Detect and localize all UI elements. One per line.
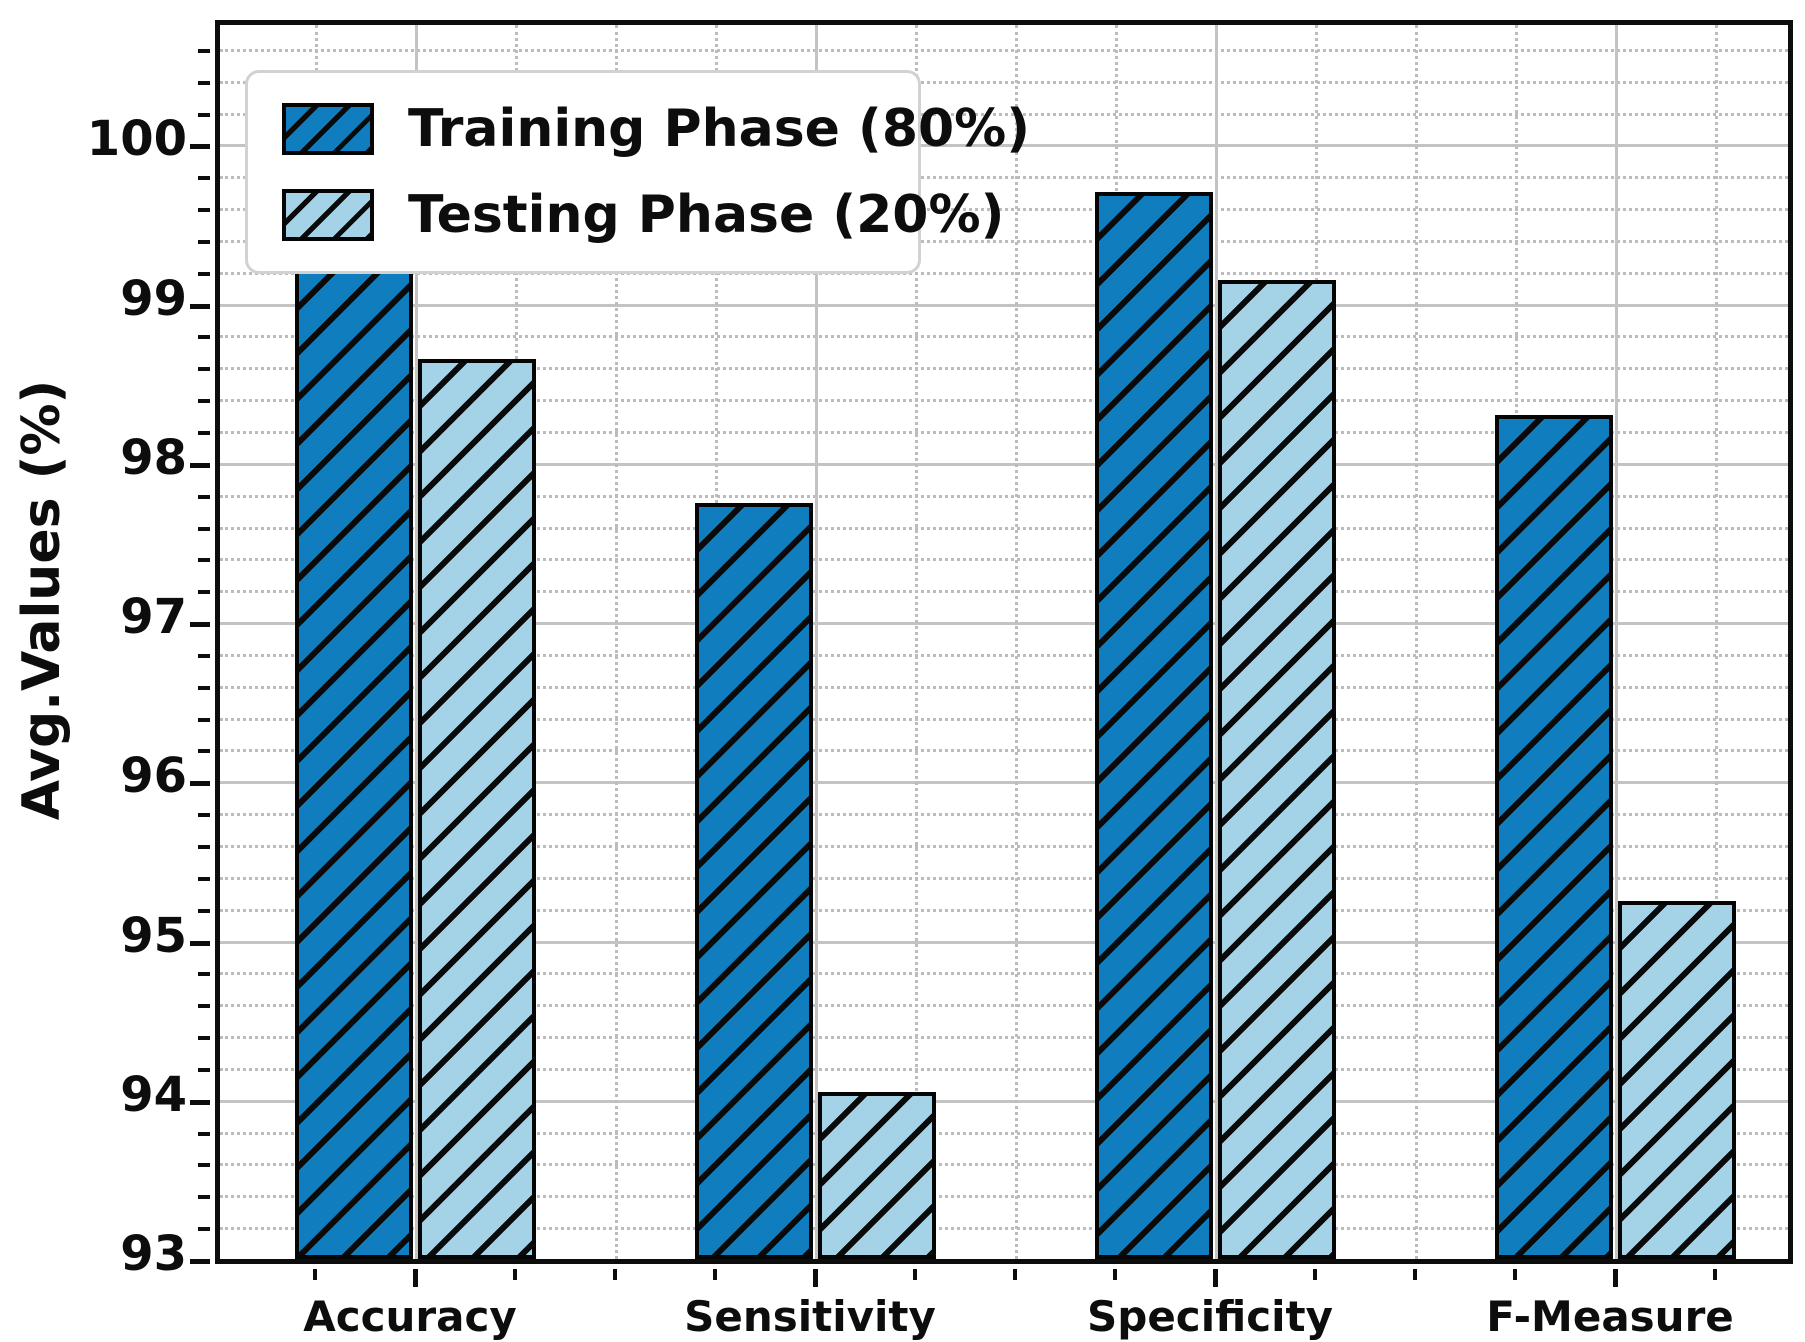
- y-minor-tick: [198, 972, 210, 977]
- y-minor-tick: [198, 845, 210, 849]
- y-tick-label: 93: [120, 1226, 187, 1282]
- legend-item-testing: Testing Phase (20%): [282, 189, 1004, 241]
- y-minor-tick: [198, 367, 210, 372]
- x-minor-tick: [1413, 1269, 1417, 1280]
- y-minor-tick: [198, 399, 210, 404]
- y-minor-tick: [198, 1131, 210, 1136]
- y-minor-tick: [198, 80, 210, 85]
- y-minor-tick: [198, 335, 210, 340]
- y-tick-label: 95: [120, 907, 187, 964]
- legend-label-testing: Testing Phase (20%): [408, 185, 1005, 245]
- gridline-minor-v: [1015, 25, 1018, 1259]
- legend-label-training: Training Phase (80%): [408, 99, 1031, 159]
- y-tick-label: 96: [120, 748, 187, 805]
- x-category-label: F-Measure: [1486, 1292, 1734, 1341]
- bar-testing-sensitivity: [817, 1091, 936, 1259]
- bar-training-specificity: [1094, 192, 1213, 1259]
- y-tick-label: 100: [86, 111, 187, 168]
- y-minor-tick: [198, 590, 210, 595]
- y-minor-tick: [198, 526, 210, 531]
- y-minor-tick: [198, 431, 210, 436]
- bar-testing-f-measure: [1617, 900, 1736, 1259]
- gridline-minor-h: [220, 48, 1788, 52]
- y-minor-tick: [198, 176, 210, 181]
- y-major-tick: [190, 940, 210, 946]
- y-minor-tick: [198, 685, 210, 690]
- y-major-tick: [190, 303, 210, 309]
- gridline-major-h: [220, 303, 1788, 307]
- gridline-minor-v: [1415, 25, 1418, 1259]
- x-minor-tick: [1013, 1269, 1017, 1280]
- legend: Training Phase (80%) Testing Phase (20%): [245, 70, 1030, 274]
- y-minor-tick: [198, 1036, 210, 1041]
- y-minor-tick: [198, 908, 210, 913]
- y-minor-tick: [198, 813, 210, 818]
- x-minor-tick: [613, 1269, 617, 1280]
- x-major-tick: [413, 1269, 418, 1287]
- x-minor-tick: [1313, 1269, 1317, 1280]
- bar-training-accuracy: [294, 216, 413, 1259]
- bar-training-sensitivity: [694, 502, 813, 1259]
- y-minor-tick: [198, 112, 210, 117]
- x-minor-tick: [1113, 1269, 1117, 1280]
- plot-area: Training Phase (80%) Testing Phase (20%): [190, 20, 1793, 1287]
- y-minor-tick: [198, 1067, 210, 1072]
- training-hatch-swatch-icon: [282, 103, 374, 155]
- y-minor-tick: [198, 558, 210, 563]
- x-major-tick: [813, 1269, 818, 1287]
- x-minor-tick: [713, 1269, 717, 1280]
- x-minor-tick: [913, 1269, 917, 1280]
- y-tick-label: 98: [120, 429, 187, 486]
- x-major-tick: [1213, 1269, 1218, 1287]
- bar-testing-accuracy: [417, 359, 536, 1259]
- x-minor-tick: [1713, 1269, 1717, 1280]
- y-tick-label: 99: [120, 270, 187, 327]
- y-axis-title: Avg.Values (%): [12, 379, 72, 821]
- y-major-tick: [190, 462, 210, 468]
- y-tick-label: 94: [120, 1066, 187, 1123]
- testing-hatch-swatch-icon: [282, 189, 374, 241]
- y-minor-tick: [198, 239, 210, 244]
- y-minor-tick: [198, 653, 210, 658]
- x-minor-tick: [1513, 1269, 1517, 1280]
- y-minor-tick: [198, 749, 210, 754]
- y-major-tick: [190, 144, 210, 150]
- y-major-tick: [190, 622, 210, 628]
- y-major-tick: [190, 781, 210, 787]
- x-minor-tick: [313, 1269, 317, 1280]
- legend-item-training: Training Phase (80%): [282, 103, 1030, 155]
- y-minor-tick: [198, 1004, 210, 1009]
- x-category-label: Accuracy: [303, 1292, 517, 1341]
- y-minor-tick: [198, 494, 210, 499]
- x-category-label: Sensitivity: [684, 1292, 936, 1341]
- y-minor-tick: [198, 208, 210, 213]
- x-minor-tick: [513, 1269, 517, 1280]
- y-minor-tick: [198, 271, 210, 276]
- y-major-tick: [190, 1099, 210, 1105]
- y-major-tick: [190, 1259, 210, 1264]
- bar-training-f-measure: [1494, 415, 1613, 1259]
- x-category-label: Specificity: [1087, 1292, 1333, 1341]
- y-minor-tick: [198, 1227, 210, 1232]
- gridline-minor-h: [220, 335, 1788, 339]
- bar-testing-specificity: [1217, 279, 1336, 1259]
- y-tick-label: 97: [120, 589, 187, 646]
- y-minor-tick: [198, 717, 210, 722]
- y-minor-tick: [198, 1195, 210, 1200]
- y-minor-tick: [198, 48, 210, 53]
- y-minor-tick: [198, 876, 210, 881]
- y-minor-tick: [198, 1163, 210, 1168]
- x-major-tick: [1613, 1269, 1618, 1287]
